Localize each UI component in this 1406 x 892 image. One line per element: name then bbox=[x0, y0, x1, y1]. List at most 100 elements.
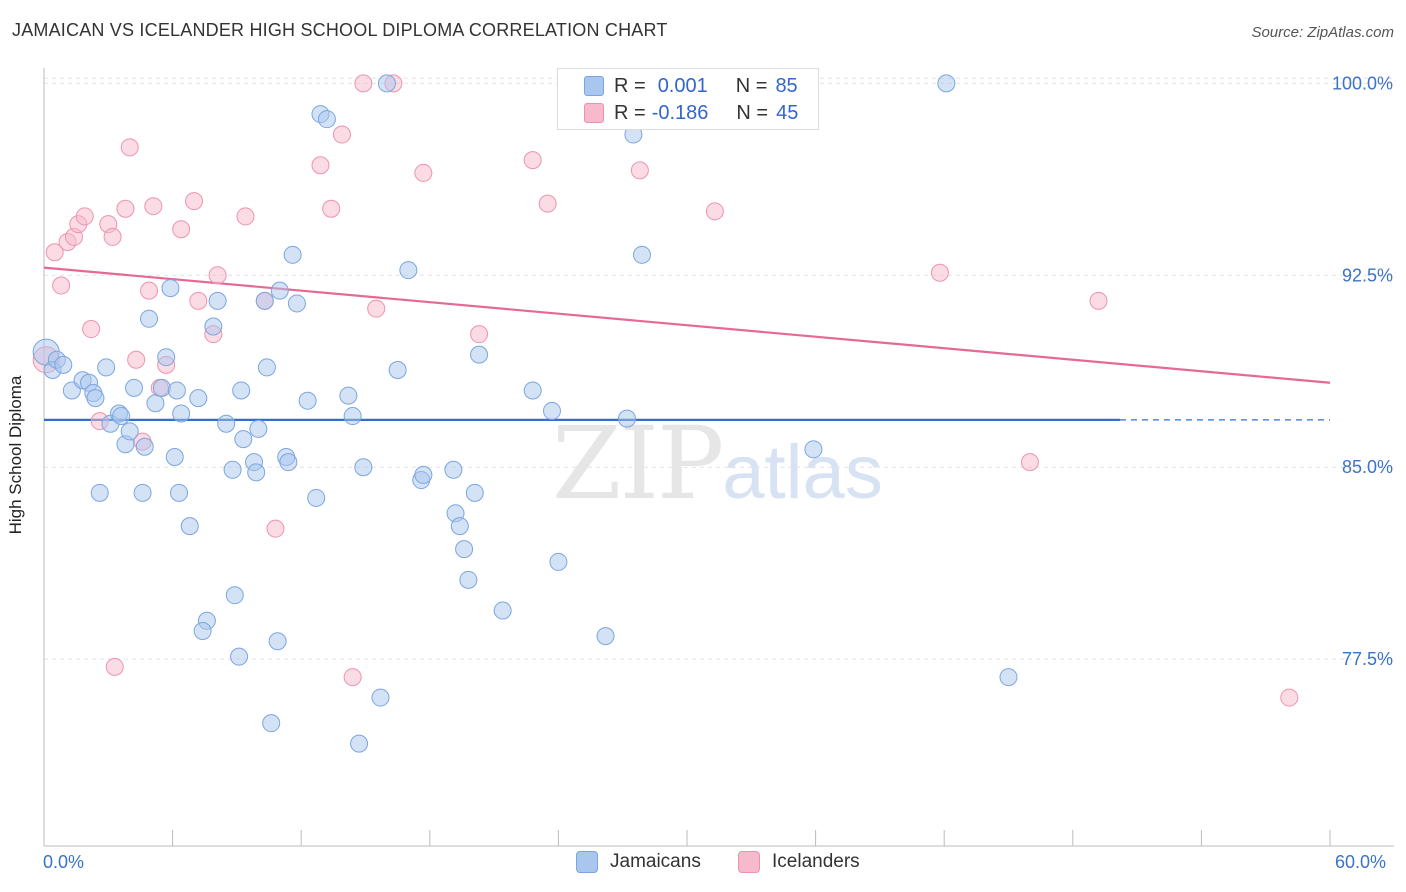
point-jamaicans bbox=[120, 422, 139, 441]
point-jamaicans bbox=[414, 465, 433, 484]
correlation-legend: R = 0.001 N = 85 R = -0.186 N = 45 bbox=[557, 68, 819, 130]
point-jamaicans bbox=[339, 386, 358, 405]
point-icelanders bbox=[705, 202, 724, 221]
point-jamaicans bbox=[542, 401, 561, 420]
point-icelanders bbox=[105, 657, 124, 676]
point-icelanders bbox=[172, 220, 191, 239]
point-jamaicans bbox=[172, 404, 191, 423]
point-jamaicans bbox=[632, 245, 651, 264]
point-jamaicans bbox=[180, 517, 199, 536]
point-jamaicans bbox=[459, 570, 478, 589]
point-icelanders bbox=[367, 299, 386, 318]
jamaicans-swatch bbox=[576, 851, 598, 873]
point-jamaicans bbox=[255, 291, 274, 310]
y-tick-label: 77.5% bbox=[1342, 649, 1393, 669]
icelanders-swatch bbox=[584, 103, 604, 123]
point-icelanders bbox=[45, 243, 64, 262]
chart-title: JAMAICAN VS ICELANDER HIGH SCHOOL DIPLOM… bbox=[12, 20, 668, 40]
point-jamaicans bbox=[450, 517, 469, 536]
point-jamaicans bbox=[140, 309, 159, 328]
point-icelanders bbox=[185, 192, 204, 211]
point-icelanders bbox=[52, 276, 71, 295]
n-label: N = bbox=[735, 74, 768, 97]
y-tick-label: 92.5% bbox=[1342, 265, 1393, 285]
r-value: 0.001 bbox=[657, 74, 708, 97]
n-label: N = bbox=[736, 101, 769, 124]
point-jamaicans bbox=[247, 463, 266, 482]
point-jamaicans bbox=[125, 378, 144, 397]
point-jamaicans bbox=[388, 360, 407, 379]
point-icelanders bbox=[630, 161, 649, 180]
point-jamaicans bbox=[54, 355, 73, 374]
point-icelanders bbox=[311, 156, 330, 175]
point-icelanders bbox=[538, 194, 557, 213]
point-jamaicans bbox=[167, 381, 186, 400]
point-icelanders bbox=[1089, 291, 1108, 310]
point-jamaicans bbox=[193, 622, 212, 641]
point-icelanders bbox=[75, 207, 94, 226]
point-jamaicans bbox=[317, 110, 336, 129]
point-jamaicans bbox=[157, 348, 176, 367]
point-icelanders bbox=[82, 320, 101, 339]
r-value: -0.186 bbox=[651, 101, 709, 124]
legend-row-jamaicans: R = 0.001 N = 85 bbox=[584, 73, 798, 99]
point-jamaicans bbox=[161, 279, 180, 298]
point-jamaicans bbox=[133, 483, 152, 502]
point-jamaicans bbox=[549, 552, 568, 571]
point-jamaicans bbox=[165, 448, 184, 466]
point-icelanders bbox=[523, 151, 542, 170]
legend-item-jamaicans[interactable]: Jamaicans bbox=[576, 851, 701, 873]
point-jamaicans bbox=[270, 281, 289, 300]
point-jamaicans bbox=[257, 358, 276, 377]
legend-row-icelanders: R = -0.186 N = 45 bbox=[584, 100, 798, 126]
point-jamaicans bbox=[399, 261, 418, 280]
point-icelanders bbox=[144, 197, 163, 216]
point-icelanders bbox=[116, 199, 135, 218]
watermark: ZIPatlas bbox=[552, 405, 883, 522]
point-jamaicans bbox=[135, 437, 154, 456]
point-icelanders bbox=[189, 291, 208, 310]
point-jamaicans bbox=[354, 458, 373, 477]
n-value: 85 bbox=[775, 74, 798, 97]
point-icelanders bbox=[103, 227, 122, 246]
r-label: R = bbox=[614, 101, 646, 124]
r-label: R = bbox=[614, 74, 646, 97]
point-icelanders bbox=[343, 668, 362, 687]
n-value: 45 bbox=[776, 101, 799, 124]
point-jamaicans bbox=[204, 317, 223, 336]
watermark-atlas: atlas bbox=[722, 430, 883, 515]
point-jamaicans bbox=[283, 245, 302, 264]
point-jamaicans bbox=[223, 460, 242, 479]
point-icelanders bbox=[322, 199, 341, 218]
point-icelanders bbox=[354, 74, 373, 93]
point-jamaicans bbox=[307, 488, 326, 507]
point-jamaicans bbox=[225, 586, 244, 605]
point-jamaicans bbox=[152, 378, 171, 397]
point-jamaicans bbox=[455, 540, 474, 559]
point-jamaicans bbox=[493, 601, 512, 620]
gridlines bbox=[44, 77, 1394, 660]
point-jamaicans bbox=[279, 453, 298, 472]
point-jamaicans bbox=[596, 627, 615, 646]
point-jamaicans bbox=[287, 294, 306, 313]
legend-item-icelanders[interactable]: Icelanders bbox=[738, 851, 860, 873]
point-jamaicans bbox=[465, 483, 484, 502]
point-jamaicans bbox=[377, 74, 396, 93]
point-jamaicans bbox=[86, 389, 105, 408]
point-jamaicans bbox=[217, 414, 236, 433]
y-tick-label: 100.0% bbox=[1332, 73, 1393, 93]
point-jamaicans bbox=[298, 391, 317, 410]
point-icelanders bbox=[127, 350, 146, 369]
trend-line-icelanders bbox=[43, 266, 1331, 384]
point-icelanders bbox=[470, 325, 489, 344]
point-jamaicans bbox=[999, 668, 1018, 687]
y-tick-labels: 77.5% 85.0% 92.5% 100.0% bbox=[1332, 73, 1393, 669]
point-jamaicans bbox=[230, 647, 249, 666]
point-jamaicans bbox=[804, 440, 823, 459]
point-icelanders bbox=[236, 207, 255, 226]
x-tick-label-min: 0.0% bbox=[43, 852, 85, 872]
point-jamaicans bbox=[343, 407, 362, 426]
point-jamaicans bbox=[617, 409, 636, 428]
series-legend: Jamaicans Icelanders bbox=[0, 851, 1406, 879]
point-jamaicans bbox=[268, 632, 287, 651]
